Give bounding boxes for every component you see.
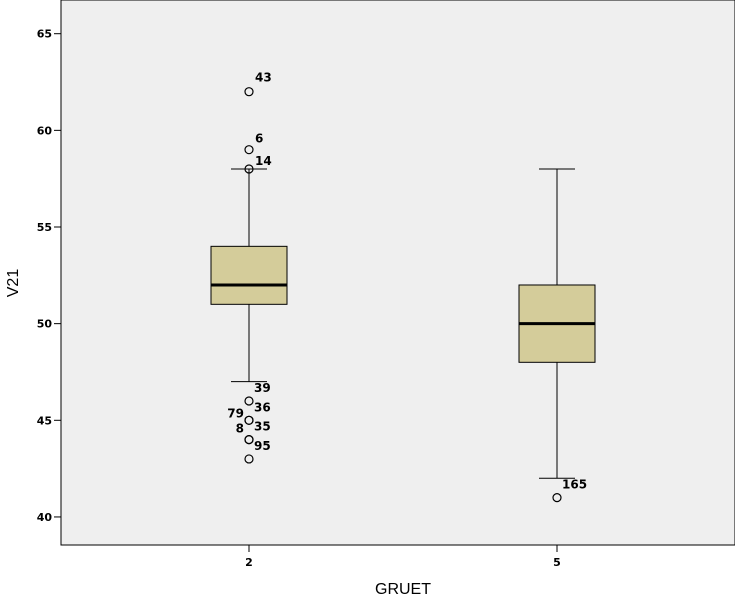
outlier-label-35: 35: [254, 420, 271, 434]
y-tick-label-40: 40: [37, 511, 53, 524]
outlier-label-8: 8: [236, 422, 244, 436]
plot-area: [60, 0, 735, 546]
outlier-point-95: [244, 454, 254, 464]
outlier-label-6: 6: [255, 132, 263, 146]
outlier-point-39: [244, 396, 254, 406]
y-tick-label-65: 65: [37, 28, 52, 41]
y-tick-label-50: 50: [37, 318, 53, 331]
outlier-label-14: 14: [255, 154, 272, 168]
y-tick-label-45: 45: [37, 414, 52, 427]
x-tick-label-2: 2: [245, 556, 253, 569]
iqr-box: [210, 245, 288, 305]
box-group-5: 165: [518, 168, 596, 503]
y-tick-label-60: 60: [37, 124, 53, 137]
x-tick-label-5: 5: [553, 556, 561, 569]
outlier-point-14: [244, 164, 254, 174]
y-axis: 40 45 50 55 60 65: [37, 28, 61, 524]
outlier-point-43: [244, 87, 254, 97]
box-group-2: 43 6 14 39 36 79 35 8 95: [210, 71, 288, 464]
boxes: 43 6 14 39 36 79 35 8 95 165: [210, 71, 596, 503]
outlier-label-39: 39: [254, 381, 271, 395]
outlier-point-79: [244, 415, 254, 425]
outlier-label-36: 36: [254, 400, 271, 414]
outlier-label-95: 95: [254, 439, 271, 453]
y-axis-title: V21: [5, 269, 22, 298]
outlier-label-43: 43: [255, 71, 272, 85]
outlier-point-165: [552, 493, 562, 503]
outlier-label-79: 79: [227, 406, 244, 420]
x-axis-title: GRUET: [375, 581, 431, 598]
outlier-point-6: [244, 145, 254, 155]
outlier-point-8: [244, 435, 254, 445]
y-tick-label-55: 55: [37, 221, 52, 234]
outlier-label-165: 165: [562, 478, 587, 492]
